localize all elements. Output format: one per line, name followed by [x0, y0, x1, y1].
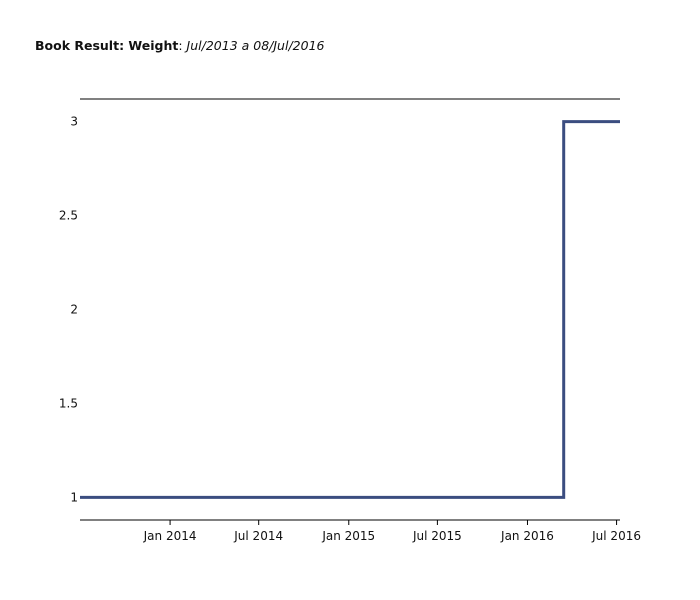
x-tick-label: Jan 2014 — [143, 529, 197, 543]
y-ticks: 1 1.5 2 2.5 3 — [59, 115, 78, 505]
y-tick-label: 3 — [70, 115, 78, 129]
y-tick-label: 2 — [70, 303, 78, 317]
series-line — [80, 120, 620, 499]
chart-title-separator: : — [178, 38, 187, 53]
x-tick-label: Jan 2016 — [500, 529, 554, 543]
y-tick-label: 1.5 — [59, 396, 78, 410]
x-tick-label: Jul 2015 — [412, 529, 462, 543]
chart-title: Book Result: Weight: Jul/2013 a 08/Jul/2… — [35, 38, 324, 53]
y-tick-label: 1 — [70, 490, 78, 504]
x-ticks: Jan 2014 Jul 2014 Jan 2015 Jul 2015 Jan 2016… — [143, 520, 641, 543]
y-tick-label: 2.5 — [59, 209, 78, 223]
x-tick-label: Jul 2014 — [233, 529, 283, 543]
x-tick-label: Jan 2015 — [321, 529, 375, 543]
chart-title-bold: Book Result: Weight — [35, 38, 179, 53]
x-tick-label: Jul 2016 — [591, 529, 641, 543]
chart-title-date-range: Jul/2013 a 08/Jul/2016 — [186, 38, 325, 53]
